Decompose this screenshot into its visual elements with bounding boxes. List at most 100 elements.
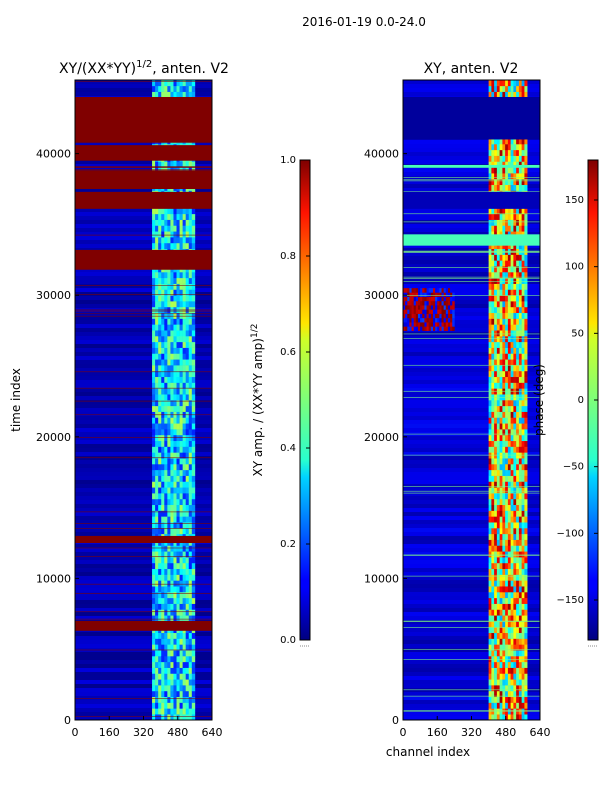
heatmap-cell — [161, 522, 165, 529]
heatmap-cell — [155, 219, 159, 226]
heatmap-cell — [161, 423, 165, 430]
heatmap-cell — [491, 289, 495, 296]
heatmap-cell — [185, 237, 190, 244]
heatmap-row — [403, 280, 540, 284]
heatmap-cell — [502, 458, 506, 465]
heatmap-cell — [524, 283, 528, 290]
heatmap-cell — [494, 656, 498, 663]
heatmap-cell — [513, 91, 517, 98]
heatmap-cell — [491, 370, 495, 378]
heatmap-row — [403, 676, 540, 680]
heatmap-cell — [415, 317, 419, 323]
heatmap-cell — [152, 225, 156, 232]
heatmap-cell — [158, 696, 162, 703]
heatmap-cell — [161, 446, 165, 453]
heatmap-cell — [488, 167, 492, 174]
heatmap-row — [403, 140, 540, 144]
heatmap-cell — [516, 318, 520, 325]
heatmap-cell — [513, 434, 517, 442]
heatmap-cell — [524, 417, 528, 424]
heatmap-cell — [494, 231, 498, 238]
heatmap-cell — [185, 318, 190, 325]
heatmap-row — [75, 496, 212, 500]
heatmap-cell — [428, 309, 432, 314]
heatmap-row — [403, 592, 540, 596]
heatmap-line — [75, 511, 212, 513]
heatmap-cell — [494, 80, 498, 87]
heatmap-cell — [507, 458, 511, 465]
heatmap-cell — [524, 516, 528, 523]
heatmap-cell — [403, 313, 406, 319]
heatmap-cell — [413, 292, 417, 297]
heatmap-row — [75, 576, 212, 580]
heatmap-cell — [507, 586, 511, 593]
heatmap-cell — [155, 469, 159, 476]
heatmap-cell — [176, 586, 180, 593]
heatmap-cell — [152, 429, 156, 436]
heatmap-cell — [164, 429, 168, 436]
heatmap-row — [403, 328, 540, 332]
heatmap-cell — [521, 656, 525, 663]
heatmap-cell — [518, 359, 522, 366]
heatmap-cell — [488, 289, 492, 296]
heatmap-cell — [188, 446, 193, 453]
heatmap-cell — [499, 504, 503, 511]
heatmap-cell — [502, 138, 506, 145]
heatmap-cell — [170, 516, 174, 523]
heatmap-row — [75, 272, 212, 276]
heatmap-cell — [439, 288, 442, 293]
heatmap-cell — [432, 292, 436, 297]
heatmap-cell — [185, 353, 190, 360]
heatmap-cell — [524, 696, 528, 703]
heatmap-cell — [155, 597, 159, 604]
heatmap-line — [75, 315, 212, 317]
heatmap-cell — [161, 551, 165, 558]
heatmap-cell — [179, 405, 183, 412]
heatmap-cell — [491, 615, 495, 622]
heatmap-cell — [173, 510, 177, 517]
heatmap-cell — [488, 650, 492, 657]
heatmap-cell — [516, 685, 520, 692]
heatmap-cell — [516, 330, 520, 337]
heatmap-cell — [170, 603, 174, 610]
heatmap-cell — [491, 423, 495, 430]
heatmap-line — [75, 593, 212, 594]
heatmap-row — [403, 648, 540, 652]
heatmap-cell — [494, 376, 498, 383]
heatmap-cell — [507, 644, 511, 651]
heatmap-cell — [524, 266, 528, 273]
heatmap-cell — [152, 161, 156, 168]
heatmap-cell — [494, 161, 498, 168]
heatmap-cell — [494, 434, 498, 442]
heatmap-row — [75, 652, 212, 656]
heatmap-cell — [155, 475, 159, 482]
heatmap-cell — [513, 487, 517, 494]
heatmap-cell — [494, 359, 498, 366]
heatmap-row — [403, 504, 540, 508]
heatmap-cell — [179, 85, 183, 92]
heatmap-cell — [516, 295, 520, 302]
heatmap-cell — [518, 370, 522, 378]
heatmap-cell — [188, 673, 193, 680]
colorbar-tick-label: 100 — [565, 262, 584, 273]
heatmap-cell — [188, 341, 193, 348]
heatmap-cell — [428, 296, 432, 302]
heatmap-cell — [447, 305, 451, 310]
heatmap-cell — [191, 481, 196, 488]
heatmap-cell — [182, 638, 187, 645]
heatmap-cell — [518, 178, 522, 186]
heatmap-cell — [518, 306, 522, 314]
heatmap-cell — [161, 341, 165, 348]
heatmap-cell — [170, 696, 174, 703]
heatmap-cell — [502, 592, 506, 599]
heatmap-cell — [164, 272, 168, 279]
heatmap-cell — [176, 80, 180, 87]
heatmap-cell — [450, 300, 453, 306]
heatmap-cell — [499, 690, 503, 698]
heatmap-line — [75, 400, 212, 402]
heatmap-cell — [152, 388, 156, 395]
heatmap-row — [75, 232, 212, 236]
heatmap-cell — [182, 528, 187, 535]
heatmap-cell — [450, 292, 453, 297]
heatmap-line — [403, 177, 540, 178]
